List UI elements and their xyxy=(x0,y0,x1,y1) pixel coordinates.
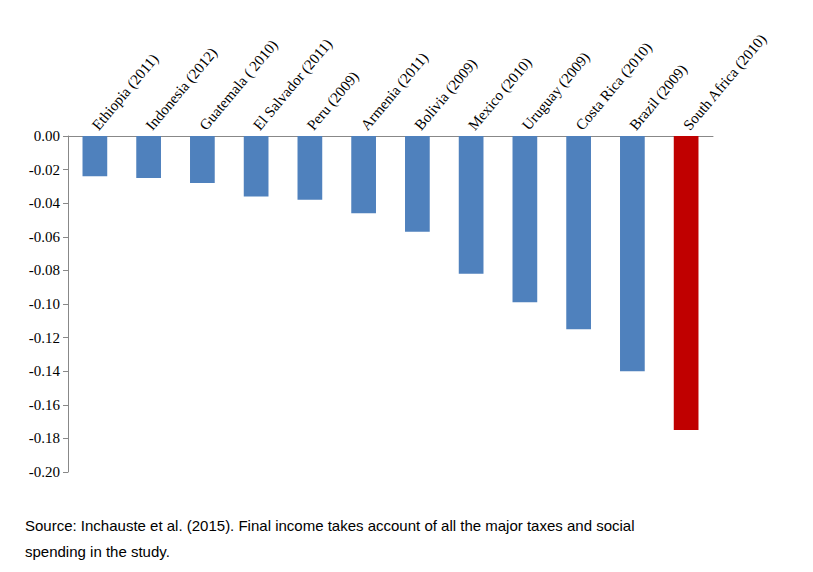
svg-text:Armenia (2011): Armenia (2011) xyxy=(357,49,432,134)
svg-text:Costa Rica (2010): Costa Rica (2010) xyxy=(572,39,655,134)
svg-text:Uruguay (2009): Uruguay (2009) xyxy=(518,49,593,134)
svg-text:Peru (2009): Peru (2009) xyxy=(304,68,363,134)
svg-text:-0.04: -0.04 xyxy=(29,195,61,211)
svg-text:South Africa (2010): South Africa (2010) xyxy=(680,31,770,134)
svg-text:Bolivia (2009): Bolivia (2009) xyxy=(411,55,480,134)
svg-text:-0.08: -0.08 xyxy=(29,262,60,278)
svg-text:spending in the study.: spending in the study. xyxy=(25,543,170,560)
svg-text:0.00: 0.00 xyxy=(34,128,60,144)
svg-text:-0.18: -0.18 xyxy=(29,430,60,446)
svg-text:Mexico (2010): Mexico (2010) xyxy=(465,54,535,134)
svg-text:-0.12: -0.12 xyxy=(29,330,60,346)
svg-text:Brazil (2009): Brazil (2009) xyxy=(626,61,691,134)
svg-text:-0.14: -0.14 xyxy=(29,363,61,379)
svg-text:Ethiopia (2011): Ethiopia (2011) xyxy=(88,50,162,134)
svg-text:-0.16: -0.16 xyxy=(29,397,61,413)
svg-text:Guatemala ( 2010): Guatemala ( 2010) xyxy=(196,36,281,134)
svg-text:-0.02: -0.02 xyxy=(29,162,60,178)
svg-text:Indonesia (2012): Indonesia (2012) xyxy=(142,44,221,134)
svg-text:El Salvador (2011): El Salvador (2011) xyxy=(250,35,336,134)
svg-text:-0.06: -0.06 xyxy=(29,229,61,245)
svg-text:-0.20: -0.20 xyxy=(29,464,60,480)
svg-text:Source: Inchauste et al. (2015: Source: Inchauste et al. (2015). Final i… xyxy=(25,517,635,534)
svg-text:-0.10: -0.10 xyxy=(29,296,60,312)
